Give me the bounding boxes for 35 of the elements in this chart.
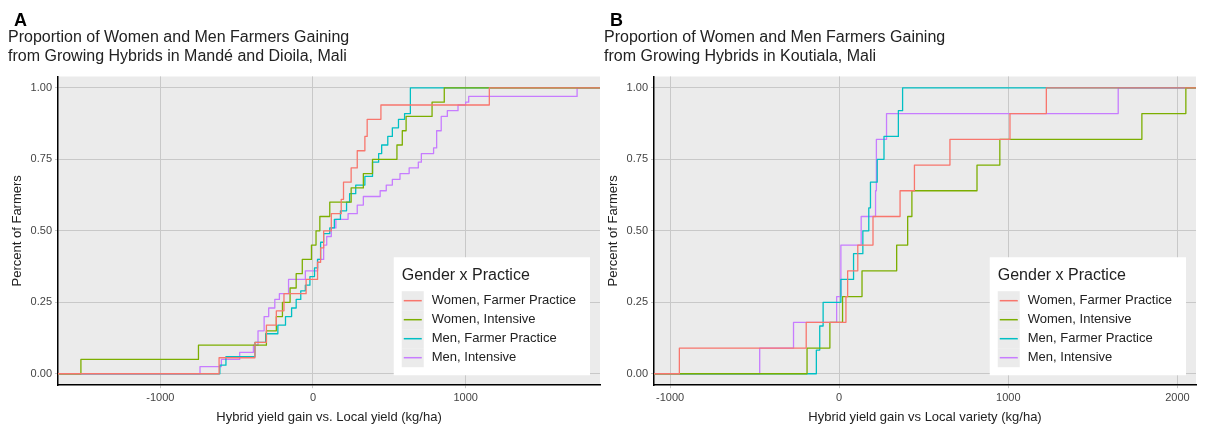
- chart-title: Proportion of Women and Men Farmers Gaining from Growing Hybrids in Mandé and Dioila, Mali: [8, 28, 350, 65]
- legend-label: Women, Intensive: [1027, 311, 1132, 327]
- legend-label: Men, Farmer Practice: [431, 330, 557, 346]
- text: B: [610, 9, 623, 30]
- y-axis-title: Percent of Farmers: [9, 174, 25, 287]
- x-tick-label: 1000: [453, 390, 478, 403]
- y-tick-label: 0.25: [30, 295, 53, 308]
- legend-label: Women, Farmer Practice: [431, 292, 577, 308]
- legend-label: Men, Intensive: [431, 349, 517, 365]
- x-axis-title: Hybrid yield gain vs. Local yield (kg/ha): [216, 408, 442, 424]
- x-tick-label: 0: [836, 390, 843, 403]
- x-tick-label: 2000: [1165, 390, 1190, 403]
- y-tick-label: 0.50: [626, 223, 649, 236]
- y-tick-label: 0.00: [30, 366, 53, 379]
- legend-title: Gender x Practice: [401, 265, 530, 283]
- x-axis-title: Hybrid yield gain vs Local variety (kg/ha): [808, 408, 1042, 424]
- x-tick-label: -1000: [146, 390, 175, 403]
- legend-label: Men, Farmer Practice: [1027, 330, 1153, 346]
- legend-label: Men, Intensive: [1027, 349, 1113, 365]
- y-tick-label: 0.75: [626, 152, 649, 165]
- legend-label: Women, Farmer Practice: [1027, 292, 1173, 308]
- x-tick-label: 0: [309, 390, 317, 403]
- y-axis-title: Percent of Farmers: [605, 174, 621, 287]
- y-tick-label: 1.00: [626, 80, 649, 93]
- text: A: [14, 9, 27, 30]
- chart-title: Proportion of Women and Men Farmers Gaining from Growing Hybrids in Koutiala, Mali: [604, 28, 946, 65]
- y-tick-label: 0.00: [626, 366, 649, 379]
- y-tick-label: 0.75: [30, 152, 53, 165]
- y-tick-label: 0.50: [30, 223, 53, 236]
- x-tick-label: -1000: [656, 390, 685, 403]
- y-tick-label: 0.25: [626, 295, 649, 308]
- x-tick-label: 1000: [996, 390, 1021, 403]
- y-tick-label: 1.00: [30, 80, 53, 93]
- legend-label: Women, Intensive: [431, 311, 536, 327]
- legend-title: Gender x Practice: [997, 265, 1126, 283]
